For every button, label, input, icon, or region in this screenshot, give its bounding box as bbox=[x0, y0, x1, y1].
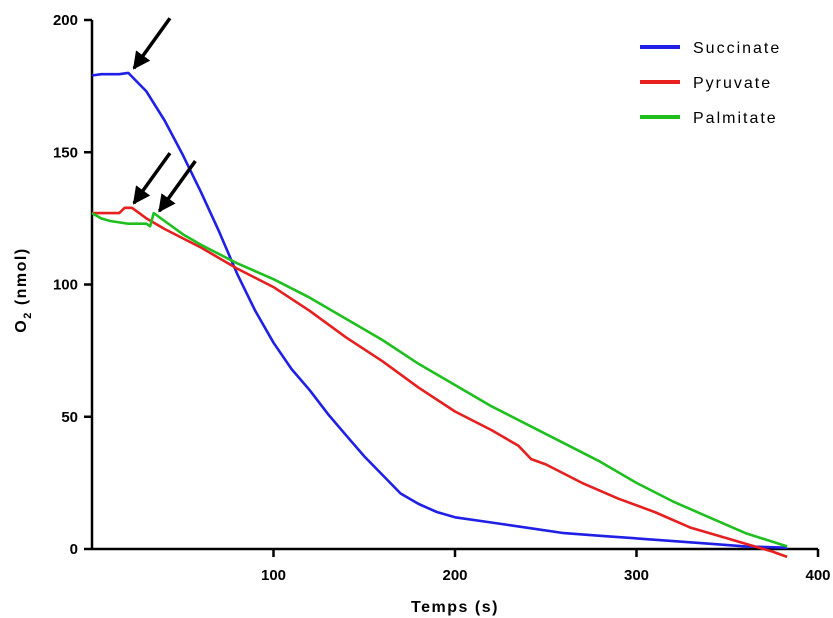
annotation-arrow bbox=[132, 17, 172, 70]
legend-label-succinate: Succinate bbox=[693, 40, 781, 57]
x-tick-label: 400 bbox=[805, 567, 830, 584]
x-ticks: 100 200 300 400 bbox=[261, 549, 831, 584]
x-tick-label: 100 bbox=[261, 567, 286, 584]
legend-label-pyruvate: Pyruvate bbox=[693, 75, 772, 92]
y-ticks: 0 50 100 150 200 bbox=[53, 12, 92, 558]
annotation-arrow bbox=[157, 160, 197, 213]
series-line-succinate bbox=[91, 71, 788, 549]
arrow-layer bbox=[132, 17, 197, 213]
series-layer bbox=[91, 71, 788, 559]
x-tick-label: 300 bbox=[624, 567, 649, 584]
x-tick-label: 200 bbox=[442, 567, 467, 584]
legend: Succinate Pyruvate Palmitate bbox=[640, 40, 781, 127]
y-tick-label: 50 bbox=[61, 409, 78, 426]
y-axis-title-unit: (nmol) bbox=[13, 247, 30, 311]
y-tick-label: 200 bbox=[53, 12, 78, 29]
series-line-palmitate bbox=[91, 211, 788, 548]
y-tick-label: 100 bbox=[53, 277, 78, 294]
y-axis-title: O2 (nmol) bbox=[13, 247, 34, 332]
y-axis-title-subscript: 2 bbox=[22, 311, 34, 319]
x-axis-title: Temps (s) bbox=[411, 599, 499, 616]
y-tick-label: 0 bbox=[70, 541, 78, 558]
annotation-arrow bbox=[132, 152, 172, 205]
legend-label-palmitate: Palmitate bbox=[693, 110, 778, 127]
series-line-pyruvate bbox=[92, 206, 788, 559]
y-tick-label: 150 bbox=[53, 144, 78, 161]
